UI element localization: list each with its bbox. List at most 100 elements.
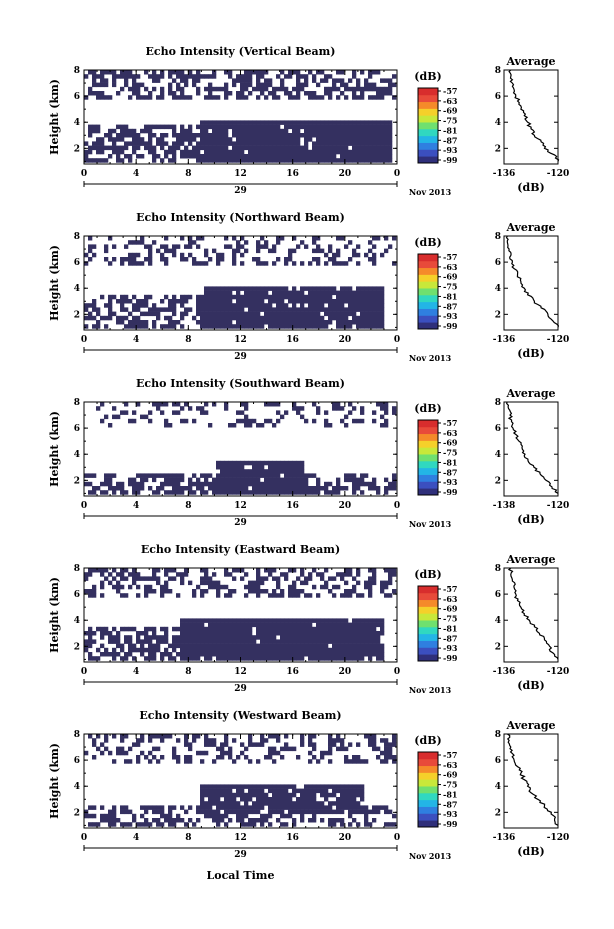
echo-cell (268, 750, 273, 756)
echo-cell (320, 315, 325, 321)
echo-cell (284, 460, 289, 466)
colorbar-tick-label: -69 (443, 770, 458, 780)
echo-cell (228, 801, 233, 806)
echo-cell (284, 576, 289, 581)
echo-cell (116, 137, 121, 142)
echo-cell (92, 299, 97, 304)
echo-cell (188, 486, 193, 491)
echo-cell (180, 78, 185, 83)
echo-cell (308, 647, 313, 653)
echo-cell (88, 822, 93, 827)
echo-cell (344, 759, 349, 764)
echo-cell (340, 818, 345, 823)
echo-cell (236, 145, 241, 151)
echo-cell (280, 303, 285, 308)
echo-cell (372, 70, 377, 75)
profile-line (507, 567, 559, 660)
echo-cell (328, 290, 333, 296)
echo-cell (132, 149, 137, 155)
echo-cell (280, 809, 285, 815)
echo-cell (272, 593, 277, 598)
echo-cell (324, 120, 329, 125)
echo-cell (332, 290, 337, 296)
echo-cell (304, 788, 309, 794)
echo-cell (340, 576, 345, 581)
echo-cell (156, 248, 161, 254)
echo-cell (292, 133, 297, 138)
echo-cell (116, 124, 121, 130)
echo-cell (148, 311, 153, 317)
echo-cell (312, 652, 317, 657)
echo-cell (252, 469, 257, 474)
echo-cell (136, 755, 141, 760)
echo-cell (308, 154, 313, 159)
echo-cell (336, 631, 341, 636)
echo-cell (204, 652, 209, 657)
echo-cell (244, 290, 249, 296)
echo-cell (284, 465, 289, 470)
echo-cell (88, 572, 93, 577)
echo-cell (380, 647, 385, 653)
echo-cell (168, 822, 173, 827)
echo-cell (260, 576, 265, 581)
echo-cell (172, 294, 177, 300)
echo-cell (296, 589, 301, 594)
echo-cell (288, 490, 293, 495)
echo-cell (84, 158, 89, 163)
echo-cell (272, 137, 277, 142)
echo-cell (288, 647, 293, 653)
echo-cell (336, 294, 341, 300)
echo-cell (116, 315, 121, 321)
echo-cell (232, 294, 237, 300)
echo-cell (132, 91, 137, 96)
echo-cell (300, 486, 305, 491)
echo-cell (248, 294, 253, 300)
echo-cell (392, 742, 397, 747)
echo-cell (176, 473, 181, 478)
echo-cell (292, 307, 297, 312)
echo-cell (216, 584, 221, 590)
echo-cell (320, 639, 325, 644)
echo-cell (288, 631, 293, 636)
echo-cell (272, 320, 277, 325)
echo-cell (312, 784, 317, 789)
colorbar-segment (418, 460, 438, 469)
echo-cell (120, 481, 125, 487)
colorbar-frame (417, 419, 439, 496)
echo-cell (256, 805, 261, 810)
echo-cell (128, 746, 133, 752)
echo-cell (316, 120, 321, 125)
echo-cell (232, 128, 237, 134)
echo-cell (320, 124, 325, 130)
echo-cell (328, 631, 333, 636)
echo-cell (212, 95, 217, 100)
echo-cell (120, 809, 125, 815)
echo-cell (184, 402, 189, 407)
echo-cell (148, 750, 153, 756)
echo-cell (320, 643, 325, 649)
echo-cell (304, 477, 309, 483)
echo-cell (216, 809, 221, 815)
echo-cell (384, 738, 389, 743)
echo-cell (344, 320, 349, 325)
echo-cell (352, 294, 357, 300)
echo-cell (308, 792, 313, 798)
echo-cell (236, 307, 241, 312)
echo-cell (116, 750, 121, 756)
profile-x-tick-label: -136 (493, 335, 516, 345)
echo-cell (376, 486, 381, 491)
echo-cell (276, 738, 281, 743)
echo-cell (120, 734, 125, 739)
echo-cell (164, 813, 169, 819)
echo-cell (356, 652, 361, 657)
y-tick-label: 4 (74, 782, 80, 792)
echo-cell (376, 137, 381, 142)
echo-cell (348, 639, 353, 644)
echo-cell (288, 299, 293, 304)
echo-cell (160, 738, 165, 743)
echo-cell (272, 631, 277, 636)
echo-cell (164, 248, 169, 254)
echo-cell (164, 294, 169, 300)
echo-cell (284, 91, 289, 96)
echo-cell (268, 82, 273, 88)
